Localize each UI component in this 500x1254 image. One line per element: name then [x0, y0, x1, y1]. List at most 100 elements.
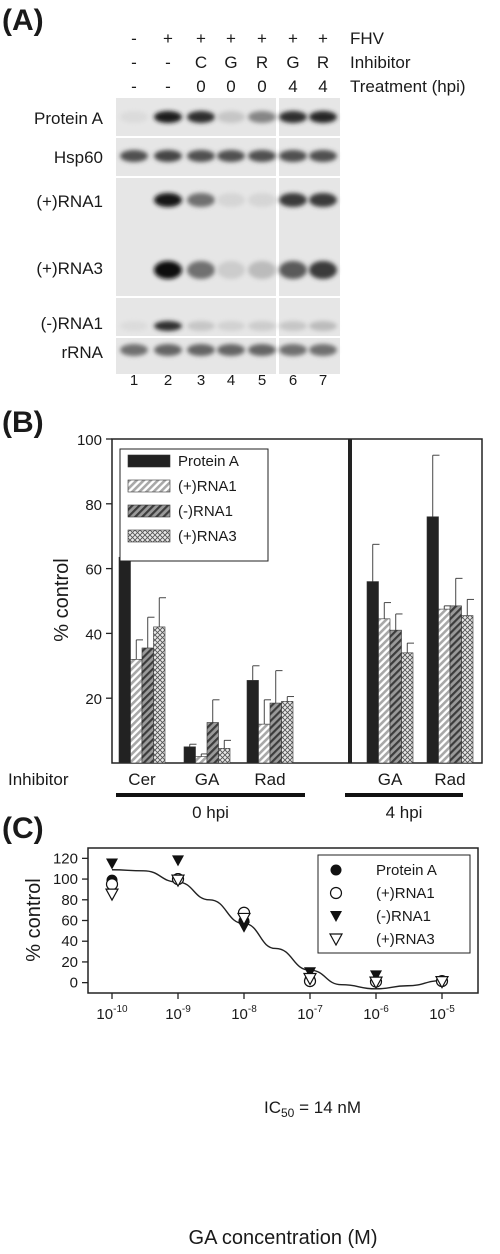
bar-chart-y-tick-label: 100	[77, 432, 102, 449]
ic50-annotation: IC50 = 14 nM	[264, 1098, 361, 1120]
scatter-x-tick-base: 10	[96, 1006, 113, 1023]
blot-strip	[116, 338, 276, 374]
blot-band	[248, 344, 276, 356]
scatter-x-tick-exp: -6	[380, 1004, 389, 1015]
blot-header-cell: G	[224, 53, 237, 72]
bar-chart-legend-label: (+)RNA3	[178, 528, 237, 545]
bar-chart-legend-label: (+)RNA1	[178, 478, 237, 495]
bar-2-2	[269, 702, 282, 764]
scatter-legend-label: (+)RNA1	[376, 885, 435, 902]
scatter-x-tick-base: 10	[231, 1006, 248, 1023]
blot-lane-number: 4	[227, 372, 235, 389]
scatter-y-label: % control	[23, 878, 45, 961]
ic50-sub: 50	[281, 1106, 295, 1120]
ic50-suffix: = 14 nM	[294, 1098, 361, 1117]
blot-lane-number: 3	[197, 372, 205, 389]
blot-band	[154, 321, 182, 331]
bar-chart-legend-label: Protein A	[178, 453, 239, 470]
scatter-x-label: GA concentration (M)	[189, 1227, 378, 1249]
scatter-y-tick-label: 40	[61, 933, 78, 950]
scatter-point-2	[106, 858, 118, 870]
blot-row-label: (-)RNA1	[41, 314, 103, 333]
scatter-legend-label: (-)RNA1	[376, 908, 431, 925]
blot-band	[279, 150, 307, 162]
bar-2-4	[449, 605, 462, 764]
blot-lane-number: 2	[164, 372, 172, 389]
blot-band	[279, 193, 307, 207]
blot-band	[279, 321, 307, 331]
blot-header-cell: -	[131, 29, 137, 48]
blot-band	[154, 193, 182, 207]
blot-header-cell: +	[196, 29, 206, 48]
blot-band	[309, 344, 337, 356]
blot-band	[154, 150, 182, 162]
bar-1-2	[258, 723, 271, 764]
blot-row-label: (+)RNA3	[36, 259, 103, 278]
bar-chart-inhibitor-label: Inhibitor	[8, 770, 69, 789]
scatter-x-tick-base: 10	[429, 1006, 446, 1023]
scatter-x-tick-exp: -10	[113, 1004, 128, 1015]
scatter-points	[104, 855, 450, 990]
blot-header-label: Treatment (hpi)	[350, 77, 466, 96]
scatter-legend-marker	[328, 933, 344, 947]
blot-band	[187, 261, 215, 279]
blot-header-cell: -	[165, 77, 171, 96]
blot-lane-number: 7	[319, 372, 327, 389]
blot-band	[217, 344, 245, 356]
scatter-point-3	[170, 874, 186, 888]
blot-band	[309, 321, 337, 331]
bar-chart-x-axis: Inhibitor Cer GA Rad GA Rad 0 hpi 4 hpi	[8, 770, 466, 822]
blot-header-cell: 4	[318, 77, 327, 96]
bar-chart-bars	[118, 454, 474, 764]
scatter-x-tick-base: 10	[297, 1006, 314, 1023]
bar-2-3	[389, 629, 402, 764]
blot-header-cell: -	[131, 77, 137, 96]
scatter-x-tick-exp: -8	[248, 1004, 257, 1015]
bar-1-3	[378, 618, 391, 764]
blot-row-label: rRNA	[61, 343, 103, 362]
blot-band	[120, 344, 148, 356]
panel-b-label: (B)	[2, 406, 44, 439]
blot-band	[309, 150, 337, 162]
bar-0-3	[366, 581, 379, 764]
scatter-legend-marker	[329, 886, 343, 900]
blot-band	[217, 193, 245, 207]
blot-row-label: Protein A	[34, 109, 104, 128]
blot-band	[217, 321, 245, 331]
panel-a: (A) - + + + + + + FHV- - C G R G R Inhibitor- -0 0 0 4 4 Tre…	[2, 4, 466, 389]
scatter-y-tick-label: 0	[70, 975, 78, 992]
scatter-point-2	[370, 970, 382, 982]
scatter-x-tick-base: 10	[165, 1006, 182, 1023]
blot-header-cell: 4	[288, 77, 297, 96]
blot-band	[187, 193, 215, 207]
scatter-legend-marker	[330, 911, 342, 922]
blot-band	[279, 344, 307, 356]
scatter-y-tick-label: 20	[61, 954, 78, 971]
scatter-y-tick-label: 100	[53, 871, 78, 888]
blot-header-cell: R	[317, 53, 329, 72]
blot-band	[154, 111, 182, 123]
bar-chart-category-label: Rad	[434, 770, 465, 789]
scatter-y-tick-label: 60	[61, 913, 78, 930]
bar-chart-y-tick-label: 60	[85, 562, 102, 579]
blot-band	[248, 261, 276, 279]
blot-header-cell: -	[165, 53, 171, 72]
bar-0-1	[183, 746, 196, 764]
blot-band	[309, 261, 337, 279]
blot-band	[248, 150, 276, 162]
panel-b: (B) 20 40 60 80 100 % control Inhibitor Cer GA…	[2, 406, 483, 822]
blot-header-label: Inhibitor	[350, 53, 411, 72]
blot-membranes	[116, 98, 340, 374]
blot-lane-number: 5	[258, 372, 266, 389]
scatter-x-tick-label: 10-6	[363, 1004, 389, 1023]
blot-header-cell: 0	[196, 77, 205, 96]
blot-band	[217, 150, 245, 162]
blot-band	[279, 261, 307, 279]
bar-chart-legend-swatch	[127, 479, 171, 493]
blot-lane-number: 1	[130, 372, 138, 389]
bar-chart-category-label: Cer	[128, 770, 156, 789]
blot-strip	[279, 338, 340, 374]
scatter-point-3	[104, 888, 120, 902]
